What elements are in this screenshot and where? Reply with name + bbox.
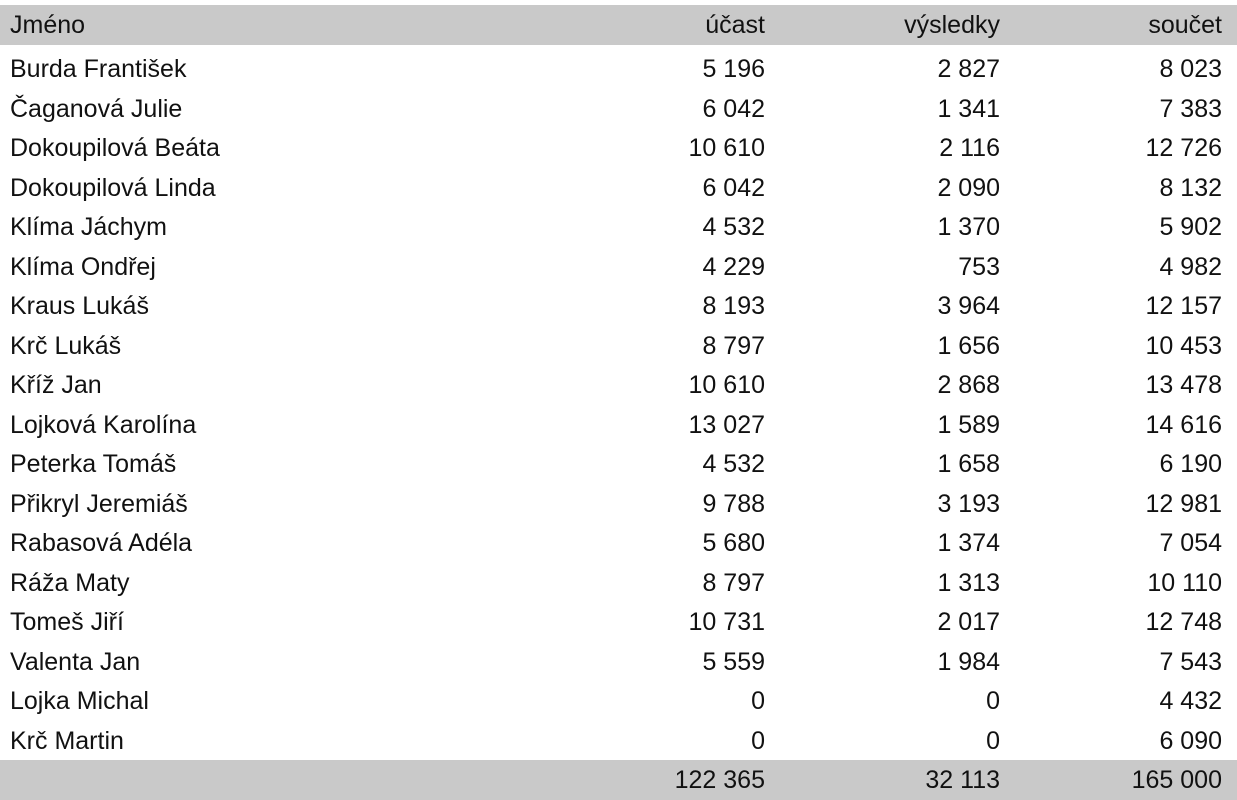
name-cell: Krč Martin: [10, 726, 124, 755]
total-cell: 122 365: [674, 766, 765, 794]
number-cell: 4 229: [702, 252, 765, 281]
number-cell: 1 313: [937, 568, 1000, 597]
number-cell: 8 023: [1159, 55, 1222, 83]
number-cell: 12 157: [1145, 292, 1222, 320]
number-cell: 1 656: [937, 331, 1000, 360]
name-cell: Kříž Jan: [10, 371, 102, 399]
name-cell: Lojka Michal: [10, 687, 149, 715]
name-cell: Ráža Maty: [10, 568, 130, 597]
number-cell: 13 478: [1145, 371, 1222, 399]
number-cell: 5 559: [702, 647, 765, 676]
header-cell: účast: [705, 11, 765, 39]
totals-band: [0, 760, 1237, 800]
name-cell: Lojková Karolína: [10, 410, 197, 439]
name-cell: Krč Lukáš: [10, 331, 122, 360]
number-cell: 8 132: [1159, 173, 1222, 202]
number-cell: 14 616: [1145, 410, 1222, 439]
name-cell: Peterka Tomáš: [10, 450, 177, 478]
number-cell: 1 658: [937, 450, 1000, 478]
number-cell: 9 788: [702, 489, 765, 518]
number-cell: 6 190: [1159, 450, 1222, 478]
number-cell: 8 797: [702, 331, 765, 360]
name-cell: Klíma Jáchym: [10, 213, 167, 241]
header-band: [0, 5, 1237, 45]
name-cell: Kraus Lukáš: [10, 292, 149, 320]
number-cell: 12 726: [1145, 134, 1222, 162]
number-cell: 3 964: [937, 292, 1000, 320]
number-cell: 8 797: [702, 568, 765, 597]
name-cell: Valenta Jan: [10, 647, 141, 676]
number-cell: 10 610: [688, 371, 765, 399]
number-cell: 10 110: [1147, 568, 1222, 597]
number-cell: 1 984: [937, 647, 1000, 676]
number-cell: 4 432: [1159, 687, 1222, 715]
number-cell: 4 532: [702, 213, 765, 241]
name-cell: Dokoupilová Beáta: [10, 134, 220, 162]
number-cell: 10 731: [688, 608, 765, 636]
number-cell: 0: [986, 687, 1000, 715]
total-cell: 165 000: [1131, 766, 1222, 794]
number-cell: 0: [751, 687, 765, 715]
name-cell: Rabasová Adéla: [10, 529, 193, 557]
number-cell: 2 116: [939, 134, 1000, 162]
number-cell: 1 374: [937, 529, 1000, 557]
number-cell: 6 042: [702, 173, 765, 202]
number-cell: 0: [751, 726, 765, 755]
number-cell: 10 610: [688, 134, 765, 162]
number-cell: 6 042: [702, 94, 765, 123]
name-cell: Dokoupilová Linda: [10, 173, 216, 202]
number-cell: 0: [986, 726, 1000, 755]
number-cell: 8 193: [702, 292, 765, 320]
number-cell: 4 982: [1159, 252, 1222, 281]
number-cell: 6 090: [1159, 726, 1222, 755]
number-cell: 2 868: [937, 371, 1000, 399]
name-cell: Tomeš Jiří: [10, 608, 124, 636]
name-cell: Klíma Ondřej: [10, 252, 156, 281]
number-cell: 1 341: [937, 94, 1000, 123]
number-cell: 7 054: [1159, 529, 1222, 557]
header-cell: součet: [1148, 11, 1222, 39]
header-cell: Jméno: [10, 11, 86, 39]
number-cell: 3 193: [937, 489, 1000, 518]
number-cell: 12 981: [1145, 489, 1222, 518]
number-cell: 2 827: [937, 55, 1000, 83]
header-cell: výsledky: [904, 11, 1000, 39]
number-cell: 2 090: [937, 173, 1000, 202]
number-cell: 10 453: [1145, 331, 1222, 360]
name-cell: Čaganová Julie: [10, 94, 183, 123]
number-cell: 5 196: [702, 55, 765, 83]
number-cell: 2 017: [937, 608, 1000, 636]
name-cell: Burda František: [10, 55, 187, 83]
number-cell: 1 589: [937, 410, 1000, 439]
number-cell: 5 902: [1159, 213, 1222, 241]
number-cell: 753: [958, 252, 1000, 281]
total-cell: 32 113: [925, 766, 1000, 794]
number-cell: 1 370: [937, 213, 1000, 241]
number-cell: 4 532: [702, 450, 765, 478]
number-cell: 7 383: [1159, 94, 1222, 123]
number-cell: 12 748: [1145, 608, 1222, 636]
number-cell: 7 543: [1159, 647, 1222, 676]
number-cell: 5 680: [702, 529, 765, 557]
name-cell: Přikryl Jeremiáš: [10, 489, 188, 518]
number-cell: 13 027: [688, 410, 765, 439]
